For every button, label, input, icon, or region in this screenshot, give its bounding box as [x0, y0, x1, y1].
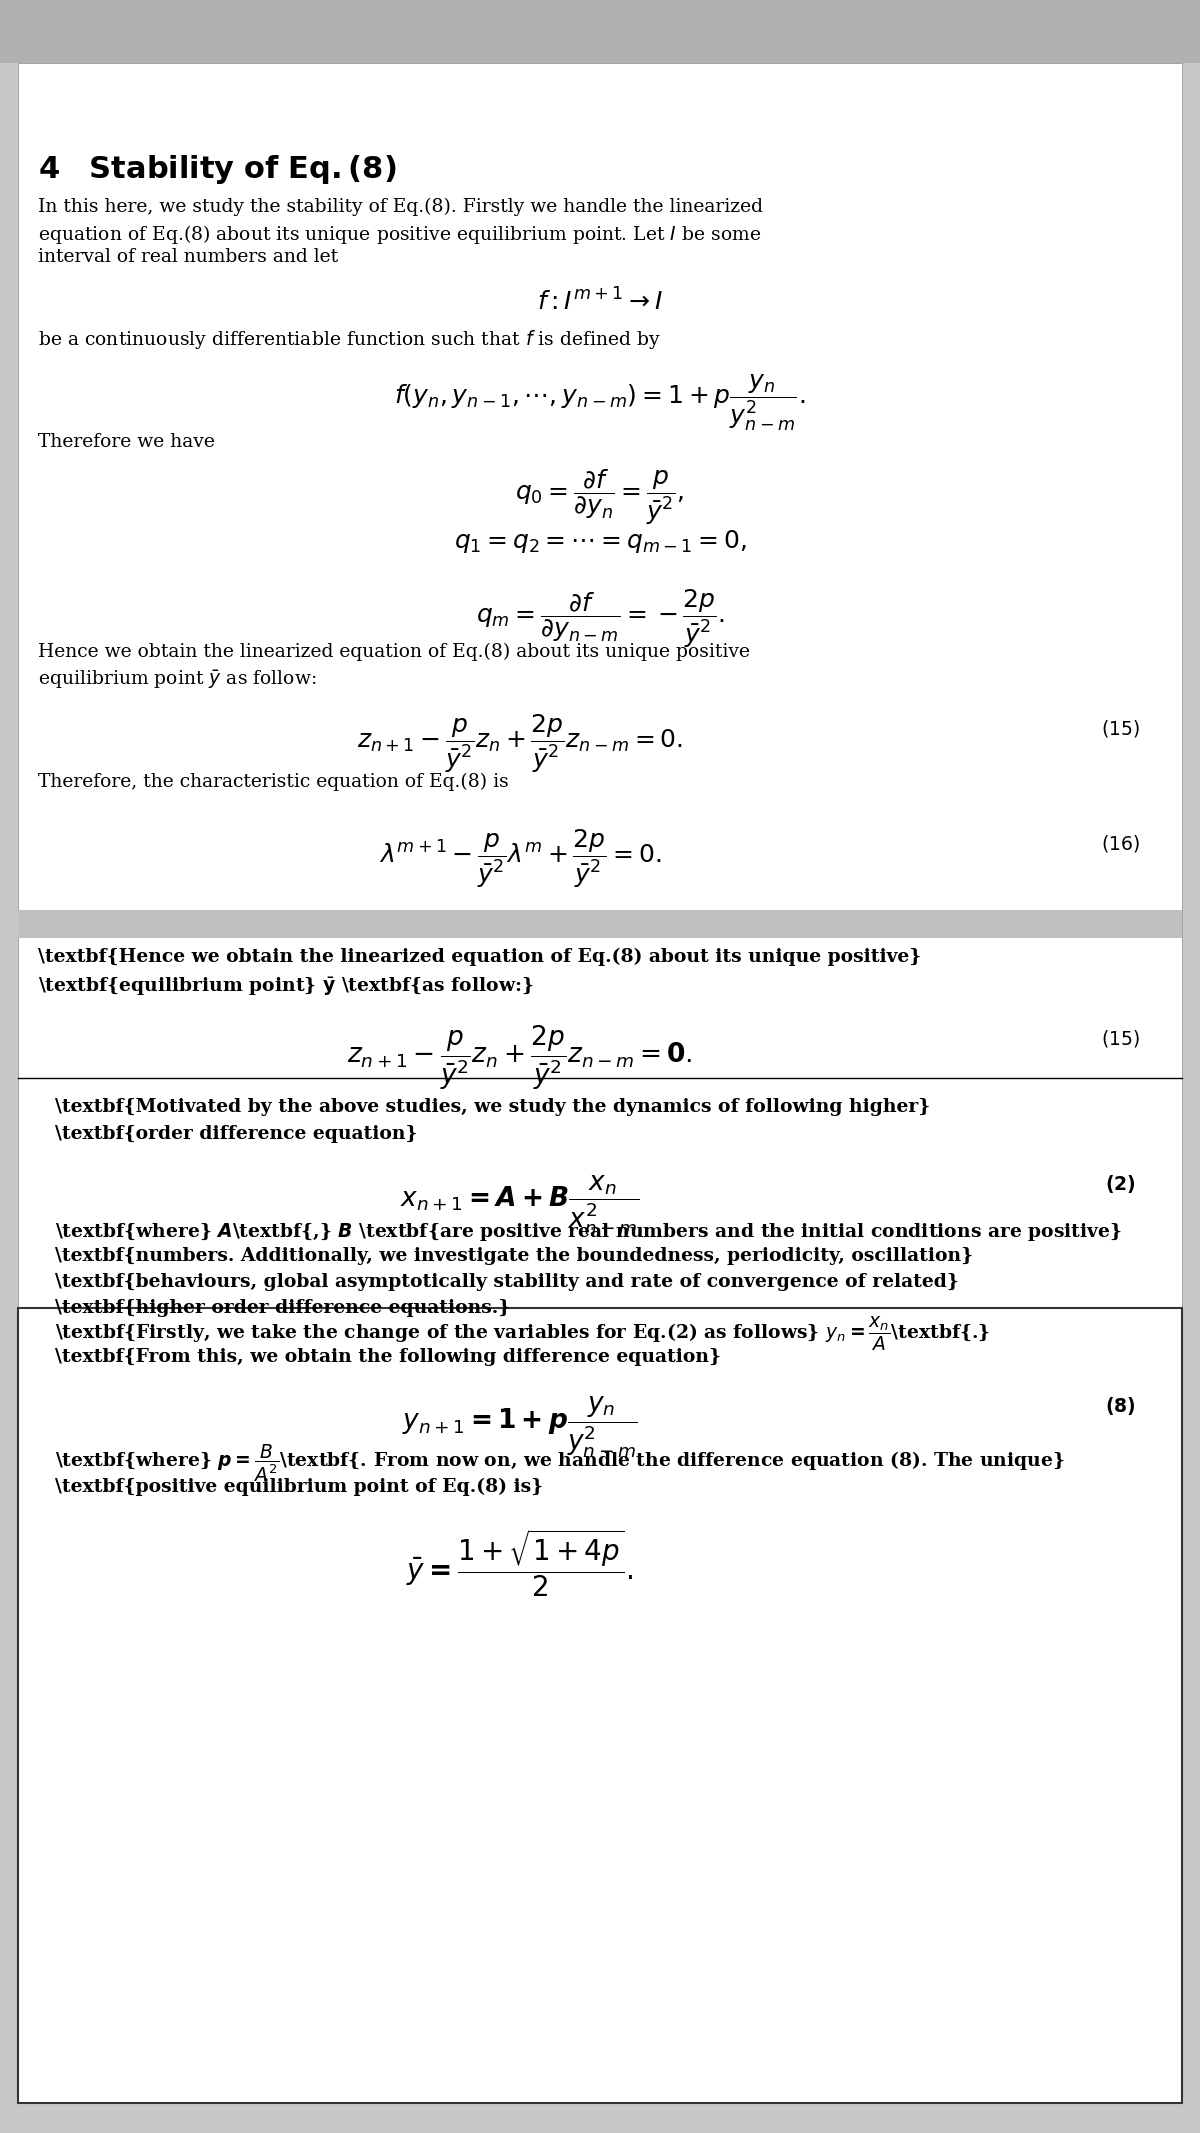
FancyBboxPatch shape	[0, 0, 1200, 64]
Text: \textbf{Firstly, we take the change of the variables for Eq.(2) as follows} $\bo: \textbf{Firstly, we take the change of t…	[55, 1316, 990, 1352]
Text: $\lambda^{m+1} - \dfrac{p}{\bar{y}^2}\lambda^m + \dfrac{2p}{\bar{y}^2} = 0.$: $\lambda^{m+1} - \dfrac{p}{\bar{y}^2}\la…	[379, 828, 661, 889]
Text: be a continuously differentiable function such that $f$ is defined by: be a continuously differentiable functio…	[38, 328, 661, 352]
Text: $q_0 = \dfrac{\partial f}{\partial y_n} = \dfrac{p}{\bar{y}^2},$: $q_0 = \dfrac{\partial f}{\partial y_n} …	[515, 467, 685, 527]
Text: \textbf{Hence we obtain the linearized equation of Eq.(8) about its unique posit: \textbf{Hence we obtain the linearized e…	[38, 947, 922, 966]
Text: \textbf{higher order difference equations.}: \textbf{higher order difference equation…	[55, 1299, 510, 1316]
Text: $f: I^{m+1} \rightarrow I$: $f: I^{m+1} \rightarrow I$	[538, 288, 662, 316]
Text: \textbf{numbers. Additionally, we investigate the boundedness, periodicity, osci: \textbf{numbers. Additionally, we invest…	[55, 1248, 973, 1265]
Text: \textbf{From this, we obtain the following difference equation}: \textbf{From this, we obtain the followi…	[55, 1348, 721, 1365]
Text: $(16)$: $(16)$	[1100, 834, 1140, 853]
Text: $\boldsymbol{(8)}$: $\boldsymbol{(8)}$	[1105, 1395, 1135, 1416]
Text: $f\left(y_n, y_{n-1}, \cdots, y_{n-m}\right) = 1 + p\dfrac{y_n}{y_{n-m}^{2}}.$: $f\left(y_n, y_{n-1}, \cdots, y_{n-m}\ri…	[395, 373, 805, 433]
Text: $(15)$: $(15)$	[1100, 719, 1140, 738]
Text: $q_1 = q_2 = \cdots = q_{m-1} = 0,$: $q_1 = q_2 = \cdots = q_{m-1} = 0,$	[454, 529, 746, 555]
Text: \textbf{where} $\boldsymbol{A}$\textbf{,} $\boldsymbol{B}$ \textbf{are positive : \textbf{where} $\boldsymbol{A}$\textbf{,…	[55, 1220, 1122, 1244]
Text: Therefore we have: Therefore we have	[38, 433, 215, 450]
Text: \textbf{order difference equation}: \textbf{order difference equation}	[55, 1124, 418, 1143]
Text: Therefore, the characteristic equation of Eq.(8) is: Therefore, the characteristic equation o…	[38, 772, 509, 791]
Text: \textbf{equilibrium point} $\bar{\mathbf{y}}$ \textbf{as follow:}: \textbf{equilibrium point} $\bar{\mathbf…	[38, 975, 534, 998]
FancyBboxPatch shape	[18, 64, 1182, 2103]
FancyBboxPatch shape	[18, 1308, 1182, 2103]
Text: $\boldsymbol{y_{n+1} = 1 + p\dfrac{y_n}{y_{n-m}^{2}}}$: $\boldsymbol{y_{n+1} = 1 + p\dfrac{y_n}{…	[402, 1395, 638, 1461]
Text: Hence we obtain the linearized equation of Eq.(8) about its unique positive: Hence we obtain the linearized equation …	[38, 642, 750, 661]
Text: $z_{n+1} - \dfrac{p}{\bar{y}^2}z_n + \dfrac{2p}{\bar{y}^2}z_{n-m} = \mathbf{0}.$: $z_{n+1} - \dfrac{p}{\bar{y}^2}z_n + \df…	[347, 1024, 692, 1092]
Text: $(15)$: $(15)$	[1100, 1028, 1140, 1049]
Text: \textbf{Motivated by the above studies, we study the dynamics of following highe: \textbf{Motivated by the above studies, …	[55, 1098, 930, 1116]
Text: \textbf{positive equilibrium point of Eq.(8) is}: \textbf{positive equilibrium point of Eq…	[55, 1478, 544, 1495]
Text: In this here, we study the stability of Eq.(8). Firstly we handle the linearized: In this here, we study the stability of …	[38, 198, 763, 215]
Text: \textbf{where} $\boldsymbol{p = \dfrac{B}{A^2}}$\textbf{. From now on, we handle: \textbf{where} $\boldsymbol{p = \dfrac{B…	[55, 1444, 1064, 1485]
Text: \textbf{behaviours, global asymptotically stability and rate of convergence of r: \textbf{behaviours, global asymptoticall…	[55, 1273, 959, 1290]
Text: $\boldsymbol{(2)}$: $\boldsymbol{(2)}$	[1105, 1173, 1135, 1194]
Text: interval of real numbers and let: interval of real numbers and let	[38, 247, 338, 267]
Text: $q_m = \dfrac{\partial f}{\partial y_{n-m}} = -\dfrac{2p}{\bar{y}^{2}}.$: $q_m = \dfrac{\partial f}{\partial y_{n-…	[475, 589, 725, 651]
Text: $z_{n+1} - \dfrac{p}{\bar{y}^2}z_n + \dfrac{2p}{\bar{y}^2}z_{n-m} = 0.$: $z_{n+1} - \dfrac{p}{\bar{y}^2}z_n + \df…	[356, 712, 683, 774]
Text: $\mathbf{4\quad Stability\ of\ Eq.(8)}$: $\mathbf{4\quad Stability\ of\ Eq.(8)}$	[38, 154, 396, 186]
Text: $\boldsymbol{x_{n+1} = A + B\dfrac{x_n}{x_{n-m}^{2}}}$: $\boldsymbol{x_{n+1} = A + B\dfrac{x_n}{…	[401, 1173, 640, 1237]
Text: equation of Eq.(8) about its unique positive equilibrium point. Let $I$ be some: equation of Eq.(8) about its unique posi…	[38, 224, 761, 245]
Text: equilibrium point $\bar{y}$ as follow:: equilibrium point $\bar{y}$ as follow:	[38, 668, 317, 691]
Text: $\boldsymbol{\bar{y} = \dfrac{1 + \sqrt{1+4p}}{2}.}$: $\boldsymbol{\bar{y} = \dfrac{1 + \sqrt{…	[406, 1527, 634, 1600]
FancyBboxPatch shape	[18, 911, 1182, 939]
